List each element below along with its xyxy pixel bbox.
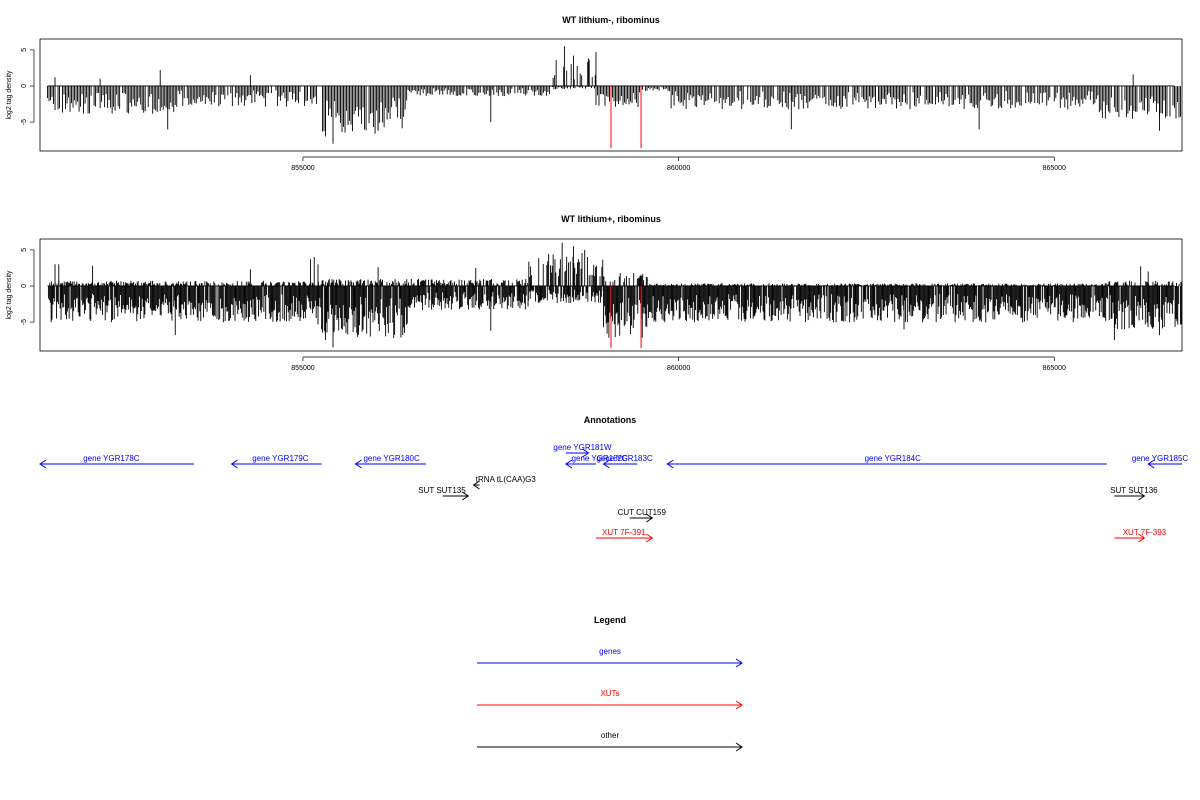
plot-frame xyxy=(39,238,1183,352)
feature-label: CUT CUT159 xyxy=(618,508,667,517)
y-tick-label: 0 xyxy=(21,284,28,288)
feature-label: gene YGR178C xyxy=(83,454,140,463)
feature-arrow-gene xyxy=(354,459,427,469)
arrowhead xyxy=(582,448,590,458)
feature-label: gene YGR184C xyxy=(865,454,922,463)
feature-arrow-xut xyxy=(1114,533,1146,543)
feature-label: gene YGR185C xyxy=(1132,454,1189,463)
arrowhead xyxy=(735,742,743,752)
y-tick-label: -5 xyxy=(21,119,28,125)
feature-label: XUT 7F-393 xyxy=(1123,528,1167,537)
x-tick-label: 865000 xyxy=(1043,165,1066,172)
plot-frame xyxy=(39,38,1183,152)
arrowhead xyxy=(1138,533,1146,543)
chart-panel-2: WT lithium+, ribominus 5 0 -5 log2 tag densi… xyxy=(6,214,1183,372)
arrowhead xyxy=(646,513,654,523)
x-tick-label: 855000 xyxy=(291,365,314,372)
x-tick-label: 865000 xyxy=(1043,365,1066,372)
legend-arrow-gene xyxy=(477,658,743,668)
feature-arrow-gene xyxy=(230,459,322,469)
signal-bars xyxy=(47,46,1181,144)
feature-arrow-xut xyxy=(595,533,654,543)
arrowhead xyxy=(1147,459,1155,469)
arrowhead xyxy=(39,459,47,469)
y-tick-label: 5 xyxy=(21,48,28,52)
legend-arrow-other xyxy=(477,742,743,752)
arrowhead xyxy=(1138,491,1146,501)
arrowhead xyxy=(565,459,573,469)
x-tick-label: 860000 xyxy=(667,365,690,372)
arrowhead xyxy=(646,533,654,543)
legend-label: XUTs xyxy=(600,689,619,698)
feature-arrow-gene xyxy=(666,459,1107,469)
y-tick-label: 5 xyxy=(21,248,28,252)
feature-label: gene YGR183C xyxy=(596,454,653,463)
arrowhead xyxy=(666,459,674,469)
feature-label: SUT SUT135 xyxy=(418,486,466,495)
chart-title: WT lithium-, ribominus xyxy=(562,15,660,25)
feature-arrow-gene xyxy=(565,459,596,469)
arrowhead xyxy=(230,459,238,469)
feature-label: XUT 7F-391 xyxy=(602,528,646,537)
feature-arrow-other xyxy=(472,480,480,490)
x-tick-label: 860000 xyxy=(667,165,690,172)
signal-bars xyxy=(47,242,1183,348)
feature-arrow-other xyxy=(1114,491,1146,501)
feature-label: tRNA tL(CAA)G3 xyxy=(476,475,537,484)
feature-label: SUT SUT136 xyxy=(1110,486,1158,495)
feature-label: gene YGR179C xyxy=(252,454,309,463)
annotations-title: Annotations xyxy=(584,415,637,425)
feature-arrow-gene xyxy=(565,448,590,458)
annotations-panel: Annotations gene YGR178C gene YGR179C gene … xyxy=(39,415,1189,543)
arrowhead xyxy=(735,658,743,668)
y-axis-label: log2 tag density xyxy=(6,270,13,320)
legend-label: genes xyxy=(599,647,621,656)
x-tick-label: 855000 xyxy=(291,165,314,172)
y-axis-label: log2 tag density xyxy=(6,70,13,120)
legend-arrow-xut xyxy=(477,700,743,710)
feature-label: gene YGR180C xyxy=(363,454,420,463)
feature-arrow-gene xyxy=(602,459,638,469)
feature-arrow-gene xyxy=(39,459,195,469)
legend-panel: Legend genes XUTs other xyxy=(477,615,743,752)
arrowhead xyxy=(602,459,610,469)
feature-arrow-gene xyxy=(1147,459,1182,469)
y-tick-label: 0 xyxy=(21,84,28,88)
feature-label: gene YGR181W xyxy=(553,443,612,452)
arrowhead xyxy=(354,459,362,469)
feature-label: gene YGR182C xyxy=(572,454,629,463)
y-tick-label: -5 xyxy=(21,319,28,325)
chart-panel-1: WT lithium-, ribominus 5 0 -5 log2 tag densi… xyxy=(6,15,1183,172)
legend-label: other xyxy=(601,731,620,740)
feature-arrow-other xyxy=(442,491,470,501)
legend-title: Legend xyxy=(594,615,626,625)
arrowhead xyxy=(735,700,743,710)
chart-title: WT lithium+, ribominus xyxy=(561,214,661,224)
arrowhead xyxy=(472,480,480,490)
arrowhead xyxy=(461,491,470,501)
feature-arrow-other xyxy=(629,513,654,523)
